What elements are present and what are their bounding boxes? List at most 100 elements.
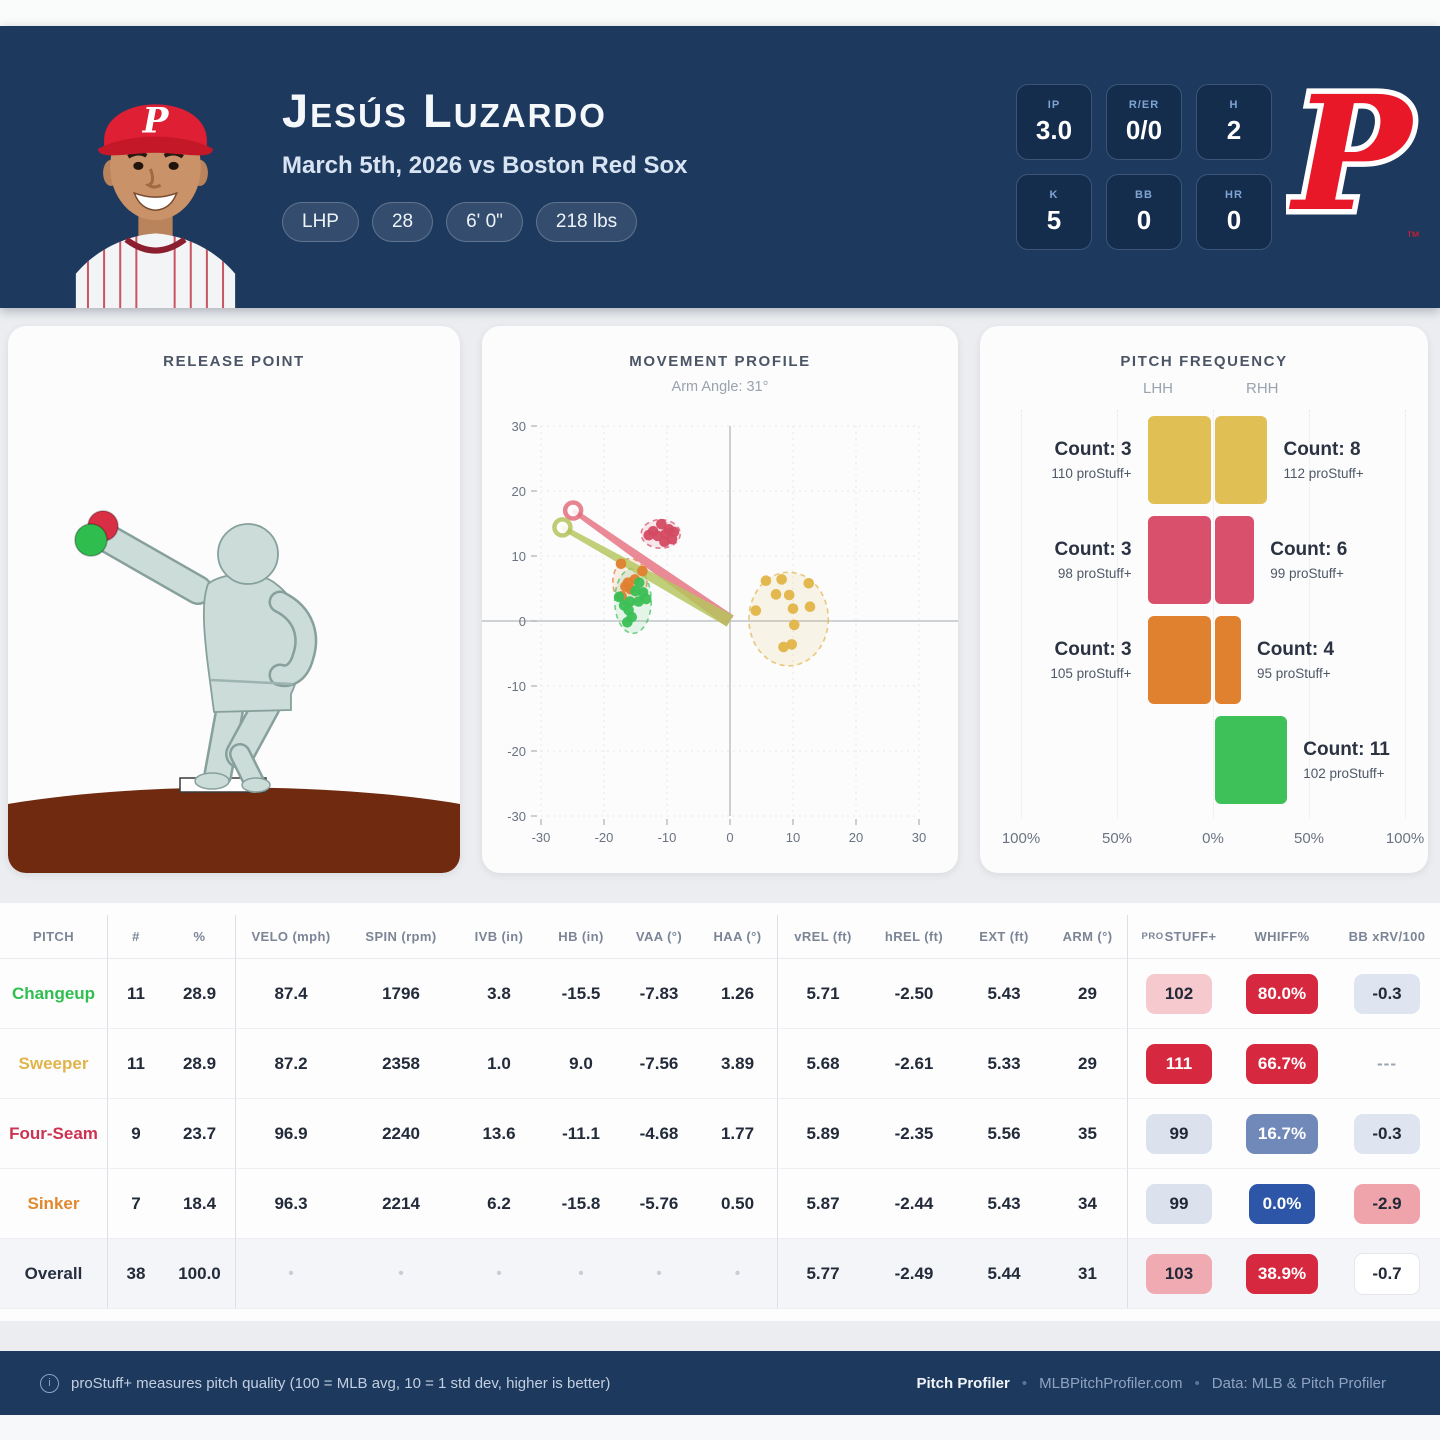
scatter-point-changeup bbox=[613, 591, 625, 603]
cell-spin: 2358 bbox=[346, 1029, 456, 1099]
freq-label-lhh-sweeper: Count: 3 110 proStuff+ bbox=[1051, 439, 1131, 481]
column-header-bb: BB xRV/100 bbox=[1334, 915, 1440, 959]
cell-haa: 3.89 bbox=[698, 1029, 778, 1099]
site-link[interactable]: MLBPitchProfiler.com bbox=[1039, 1374, 1183, 1392]
frequency-gridline bbox=[1117, 410, 1118, 818]
column-header-arm: ARM (°) bbox=[1048, 915, 1128, 959]
cell-bb: --- bbox=[1334, 1029, 1440, 1099]
x-tick-label: 10 bbox=[786, 830, 800, 845]
frequency-gridline bbox=[1213, 410, 1214, 818]
freq-label-rhh-sweeper: Count: 8 112 proStuff+ bbox=[1283, 439, 1363, 481]
release-point-title: RELEASE POINT bbox=[163, 353, 305, 370]
cell-haa: 1.26 bbox=[698, 959, 778, 1029]
phillies-logo: P ™ bbox=[1286, 71, 1421, 253]
cell-ext: 5.44 bbox=[960, 1239, 1048, 1309]
cell-pct: 18.4 bbox=[164, 1169, 236, 1239]
scatter-point-changeup bbox=[633, 577, 645, 588]
cell-velo: 96.3 bbox=[236, 1169, 346, 1239]
cell-ivb: • bbox=[456, 1239, 542, 1309]
x-tick-label: -20 bbox=[595, 830, 614, 845]
freq-bar-lhh-four-seam bbox=[1147, 516, 1212, 604]
stuff-badge: 103 bbox=[1146, 1253, 1212, 1294]
cell-whiff: 16.7% bbox=[1230, 1099, 1334, 1169]
cell-whiff: 0.0% bbox=[1230, 1169, 1334, 1239]
stat-value: 5 bbox=[1046, 204, 1062, 235]
cell-arm: 29 bbox=[1048, 959, 1128, 1029]
scatter-point-four-seam bbox=[666, 533, 678, 545]
cell-hrel: -2.49 bbox=[868, 1239, 960, 1309]
stat-box-hr: HR 0 bbox=[1196, 174, 1272, 250]
cell-ext: 5.43 bbox=[960, 959, 1048, 1029]
cell-bb: -2.9 bbox=[1334, 1169, 1440, 1239]
freq-count: Count: 8 bbox=[1283, 439, 1361, 460]
freq-bar-rhh-sweeper bbox=[1214, 416, 1268, 504]
scatter-point-four-seam bbox=[643, 529, 655, 541]
bb-empty-value: --- bbox=[1377, 1053, 1397, 1073]
freq-count: Count: 4 bbox=[1256, 639, 1335, 660]
player-badge: 218 lbs bbox=[535, 201, 638, 242]
scatter-point-sweeper bbox=[788, 619, 800, 631]
pitching-mound bbox=[8, 787, 460, 873]
column-header-velo: VELO (mph) bbox=[236, 915, 346, 959]
whiff-badge: 66.7% bbox=[1245, 1043, 1319, 1084]
freq-count: Count: 6 bbox=[1270, 539, 1348, 560]
stat-value: 0/0 bbox=[1125, 114, 1163, 145]
scatter-point-sweeper bbox=[783, 589, 795, 601]
pitch-name: Changeup bbox=[11, 983, 96, 1003]
cell-hrel: -2.61 bbox=[868, 1029, 960, 1099]
cell-pitch-name: Four-Seam bbox=[0, 1099, 108, 1169]
stat-label: R/ER bbox=[1128, 98, 1160, 111]
header-right-block: IP 3.0 R/ER 0/0 H 2 K 5 BB 0 HR 0 P ™ bbox=[1016, 71, 1440, 263]
player-badge: 6' 0" bbox=[446, 201, 523, 242]
cell-pitch-name: Sweeper bbox=[0, 1029, 108, 1099]
scatter-point-sweeper bbox=[776, 574, 787, 585]
column-header-whiff: WHIFF% bbox=[1230, 915, 1334, 959]
cell-ext: 5.33 bbox=[960, 1029, 1048, 1099]
frequency-axis-label: 50% bbox=[1101, 830, 1133, 847]
scatter-point-sweeper bbox=[787, 603, 799, 614]
game-info: March 5th, 2026 vs Boston Red Sox bbox=[282, 151, 688, 179]
rhh-label: RHH bbox=[1246, 380, 1279, 397]
frequency-axis-label: 0% bbox=[1202, 830, 1224, 847]
scatter-point-four-seam bbox=[656, 518, 667, 530]
release-point-card: RELEASE POINT bbox=[8, 326, 460, 873]
cell-vaa: -7.56 bbox=[620, 1029, 698, 1099]
release-dot-green bbox=[74, 523, 108, 557]
column-header-haa: HAA (°) bbox=[698, 915, 778, 959]
cell-haa: 1.77 bbox=[698, 1099, 778, 1169]
stat-value: 0 bbox=[1226, 204, 1242, 235]
frequency-chart: 100% 50% 0% 50% 100% Count: 3 110 proStuff+ Cou… bbox=[980, 410, 1428, 864]
scatter-point-sweeper bbox=[770, 589, 782, 600]
freq-count: Count: 3 bbox=[1054, 439, 1132, 460]
column-header-vaa: VAA (°) bbox=[620, 915, 698, 959]
frequency-axis-label: 100% bbox=[1385, 830, 1425, 847]
stuff-badge: 102 bbox=[1146, 973, 1212, 1014]
release-point-illustration bbox=[8, 510, 460, 873]
footer-note-group: i proStuff+ measures pitch quality (100 … bbox=[40, 1373, 611, 1393]
freq-prostuff: 112 proStuff+ bbox=[1283, 466, 1364, 481]
separator-dot: • bbox=[1021, 1374, 1028, 1392]
scatter-point-sweeper bbox=[786, 639, 798, 650]
column-header-ivb: IVB (in) bbox=[456, 915, 542, 959]
cell-pct: 23.7 bbox=[164, 1099, 236, 1169]
separator-dot: • bbox=[1194, 1374, 1200, 1392]
cell-bb: -0.3 bbox=[1334, 959, 1440, 1029]
scatter-point-changeup bbox=[633, 596, 644, 607]
stat-value: 2 bbox=[1226, 114, 1242, 145]
cell-stuff: 102 bbox=[1128, 959, 1230, 1029]
y-tick-label: 0 bbox=[519, 614, 526, 629]
cell-ivb: 1.0 bbox=[456, 1029, 542, 1099]
whiff-badge: 80.0% bbox=[1245, 973, 1319, 1014]
freq-prostuff: 110 proStuff+ bbox=[1051, 466, 1132, 481]
handedness-labels: LHH RHH bbox=[980, 380, 1428, 400]
stat-label: K bbox=[1049, 188, 1059, 201]
footer-credits: Pitch Profiler • MLBPitchProfiler.com • … bbox=[916, 1375, 1386, 1392]
prostuff-note: proStuff+ measures pitch quality (100 = … bbox=[71, 1374, 611, 1392]
cell-velo: 87.4 bbox=[236, 959, 346, 1029]
pitching-line-grid: IP 3.0 R/ER 0/0 H 2 K 5 BB 0 HR 0 bbox=[1016, 84, 1272, 250]
column-header-spin: SPIN (rpm) bbox=[346, 915, 456, 959]
x-tick-label: -30 bbox=[532, 830, 551, 845]
cell-bb: -0.3 bbox=[1334, 1099, 1440, 1169]
cell-spin: 1796 bbox=[346, 959, 456, 1029]
